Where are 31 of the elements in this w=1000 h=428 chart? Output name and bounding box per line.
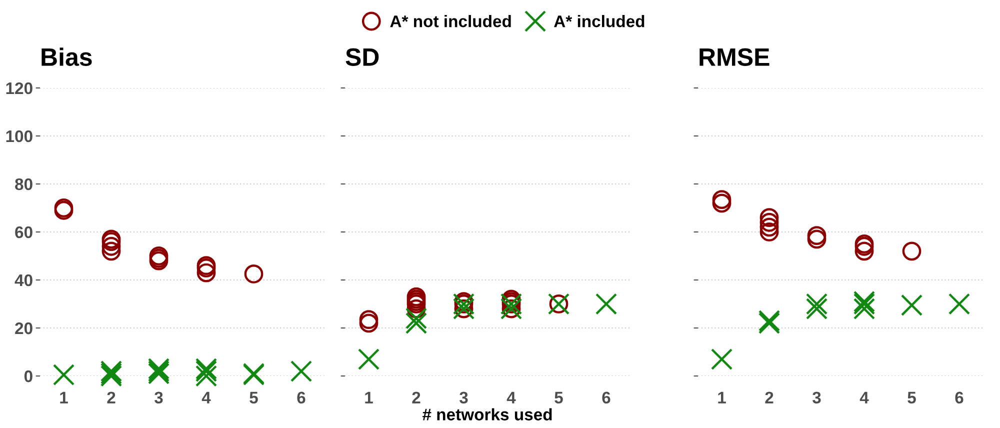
x-tick-label: 6 xyxy=(297,392,306,404)
x-tick-label: 4 xyxy=(202,392,211,404)
x-tick-label: 6 xyxy=(602,392,610,404)
x-tick-label: 1 xyxy=(718,392,726,404)
x-tick-label: 4 xyxy=(860,392,869,404)
x-tick-label: 2 xyxy=(412,392,420,404)
x-tick-label: 3 xyxy=(812,392,821,404)
x-tick-label: 2 xyxy=(765,392,774,404)
x-tick-label: 1 xyxy=(60,392,68,404)
y-tick-label: 20 xyxy=(15,322,32,334)
y-tick-label: 100 xyxy=(6,130,32,142)
chart-title: RMSE xyxy=(700,48,770,66)
x-tick-label: 2 xyxy=(107,392,116,404)
x-axis-title: # networks used xyxy=(422,408,552,420)
legend-label: A* not included xyxy=(390,15,511,28)
y-tick-label: 120 xyxy=(6,82,32,94)
y-tick-label: 0 xyxy=(24,370,32,382)
x-tick-label: 6 xyxy=(955,392,964,404)
chart-title: Bias xyxy=(42,48,92,66)
x-tick-label: 1 xyxy=(365,392,373,404)
chart-title: SD xyxy=(346,48,379,66)
x-tick-label: 5 xyxy=(250,392,258,404)
x-tick-label: 3 xyxy=(154,392,163,404)
y-tick-label: 40 xyxy=(14,274,32,286)
x-tick-label: 5 xyxy=(554,392,563,404)
legend-label: A* included xyxy=(554,15,644,28)
x-tick-label: 4 xyxy=(506,392,516,404)
x-tick-label: 5 xyxy=(908,392,916,404)
x-tick-label: 3 xyxy=(460,392,468,404)
y-tick-label: 60 xyxy=(15,226,32,238)
y-tick-label: 80 xyxy=(15,178,32,190)
